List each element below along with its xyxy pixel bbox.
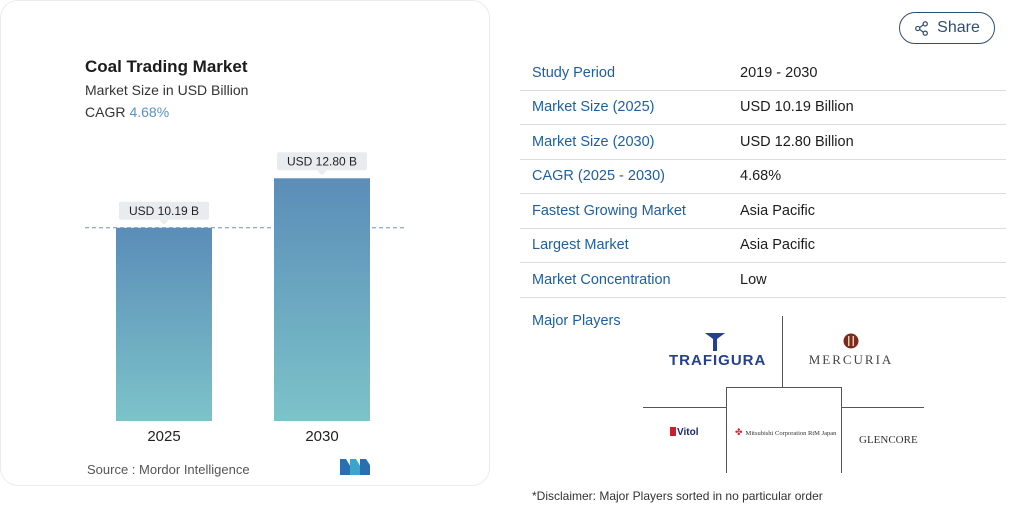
info-key: Market Size (2030) [532, 133, 655, 150]
glencore-logo[interactable]: GLENCORE [859, 434, 918, 446]
vitol-mark-icon [670, 427, 676, 436]
mitsubishi-diamonds-icon: ✤ [735, 427, 743, 437]
chart-subtitle: Market Size in USD Billion [85, 82, 249, 98]
chart-source: Source : Mordor Intelligence [87, 462, 250, 477]
info-value: USD 12.80 Billion [740, 133, 854, 150]
share-button[interactable]: Share [899, 12, 995, 44]
trafigura-logo[interactable]: TRAFIGURA [669, 333, 767, 369]
info-value: Low [740, 271, 767, 288]
info-value: Asia Pacific [740, 202, 815, 219]
trafigura-name: TRAFIGURA [669, 352, 767, 369]
mitsubishi-logo[interactable]: ✤ Mitsubishi Corporation RtM Japan [735, 427, 836, 438]
market-info-table: Study Period 2019 - 2030 Market Size (20… [520, 56, 1006, 298]
trafigura-mark-icon [705, 333, 725, 351]
info-row-study-period: Study Period 2019 - 2030 [520, 56, 1006, 91]
grid-divider [726, 387, 842, 388]
grid-divider [842, 407, 924, 408]
mitsubishi-name: Mitsubishi Corporation RtM Japan [745, 430, 837, 437]
grid-divider [726, 387, 727, 473]
glencore-name: GLENCORE [859, 434, 918, 446]
bar-2030 [274, 178, 370, 421]
x-tick-label: 2030 [305, 428, 338, 445]
info-key: CAGR (2025 - 2030) [532, 168, 665, 185]
cagr-label: CAGR [85, 104, 126, 120]
mercuria-logo[interactable]: MERCURIA [808, 333, 894, 369]
info-row-market-size-2030: Market Size (2030) USD 12.80 Billion [520, 125, 1006, 160]
data-label: USD 10.19 B [129, 204, 199, 218]
info-row-market-concentration: Market Concentration Low [520, 263, 1006, 298]
vitol-logo[interactable]: Vitol [670, 427, 698, 438]
major-players-label: Major Players [532, 313, 621, 329]
grid-divider [782, 316, 783, 388]
share-icon [915, 20, 929, 36]
bar-2025 [116, 227, 212, 421]
info-row-market-size-2025: Market Size (2025) USD 10.19 Billion [520, 91, 1006, 125]
bar-chart: USD 10.19 B 2025 USD 12.80 B 2030 [85, 152, 405, 445]
info-key: Market Concentration [532, 271, 671, 288]
market-chart-card: Coal Trading Market Market Size in USD B… [0, 0, 490, 486]
info-key: Largest Market [532, 237, 629, 254]
info-key: Study Period [532, 64, 616, 81]
mordor-intelligence-logo [340, 459, 370, 475]
data-label: USD 12.80 B [287, 154, 357, 168]
x-tick-label: 2025 [147, 428, 180, 445]
disclaimer-text: *Disclaimer: Major Players sorted in no … [532, 489, 823, 503]
info-value: 2019 - 2030 [740, 64, 818, 81]
chart-title: Coal Trading Market [85, 57, 248, 76]
info-key: Market Size (2025) [532, 99, 655, 116]
info-row-cagr: CAGR (2025 - 2030) 4.68% [520, 160, 1006, 194]
mercuria-name: MERCURIA [808, 352, 894, 367]
grid-divider [643, 407, 726, 408]
info-value: 4.68% [740, 168, 782, 185]
cagr-value: 4.68% [129, 104, 170, 120]
vitol-name: Vitol [677, 427, 699, 438]
share-label: Share [937, 19, 980, 36]
info-row-largest-market: Largest Market Asia Pacific [520, 229, 1006, 263]
info-row-fastest-growing: Fastest Growing Market Asia Pacific [520, 194, 1006, 229]
mercuria-mark-icon [843, 333, 859, 349]
info-value: Asia Pacific [740, 237, 815, 254]
data-label-bg [119, 201, 209, 220]
info-key: Fastest Growing Market [532, 202, 686, 219]
data-label-pointer [159, 219, 169, 225]
grid-divider [841, 387, 842, 473]
chart-cagr: CAGR 4.68% [85, 104, 169, 120]
info-value: USD 10.19 Billion [740, 99, 854, 116]
data-label-pointer [317, 170, 327, 176]
data-label-bg [277, 152, 367, 171]
